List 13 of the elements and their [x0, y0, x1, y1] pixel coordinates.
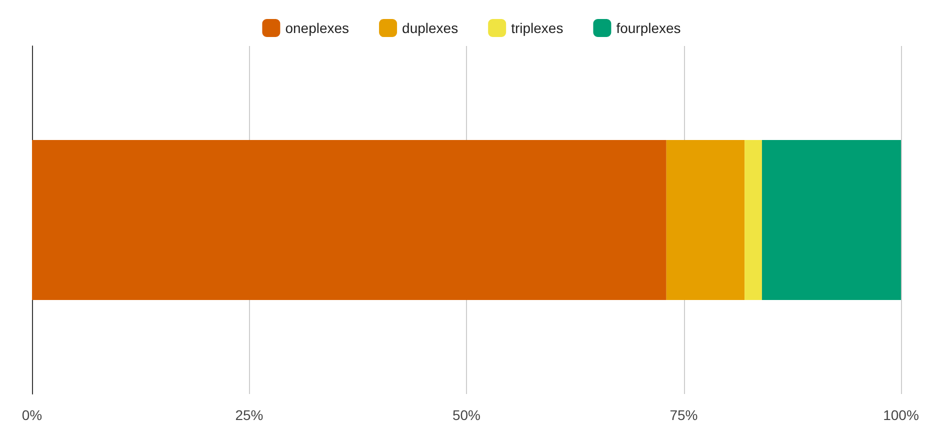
legend-label: triplexes [511, 20, 564, 36]
legend-label: fourplexes [616, 20, 681, 36]
legend-label: oneplexes [285, 20, 350, 36]
bar [762, 140, 901, 300]
bar [32, 140, 666, 300]
bar [744, 140, 762, 300]
legend-label: duplexes [402, 20, 458, 36]
x-tick-label: 0% [22, 407, 42, 423]
x-tick-label: 75% [670, 407, 698, 423]
x-tick-label: 50% [452, 407, 481, 423]
x-tick-label: 25% [235, 407, 264, 423]
x-tick-label: 100% [883, 407, 919, 423]
bar [666, 140, 745, 300]
